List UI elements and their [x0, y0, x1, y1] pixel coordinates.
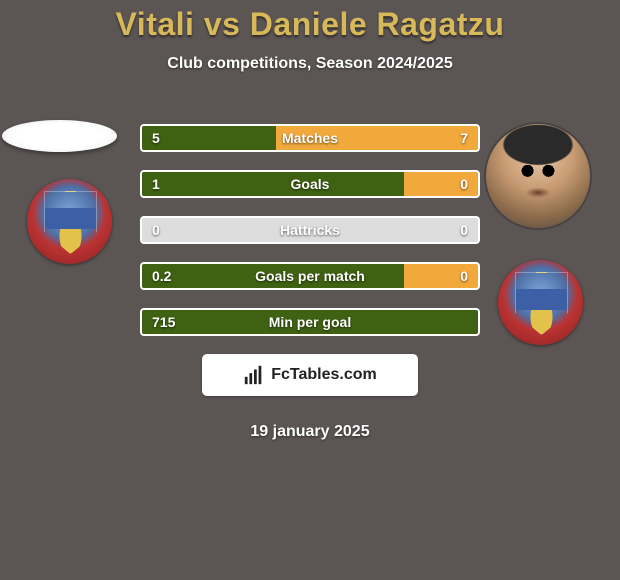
stat-bar-left [142, 310, 478, 334]
stat-value-left: 715 [152, 310, 175, 334]
player2-club-crest [498, 260, 583, 345]
stat-bar-left [142, 172, 404, 196]
watermark-text: FcTables.com [271, 366, 377, 384]
bars-chart-icon [243, 364, 265, 386]
page-title: Vitali vs Daniele Ragatzu [0, 0, 620, 43]
date-label: 19 january 2025 [0, 423, 620, 441]
stat-bar-left [142, 126, 276, 150]
stat-row: Goals10 [140, 170, 480, 198]
stat-bar-left [142, 264, 404, 288]
stat-row: Matches57 [140, 124, 480, 152]
stat-value-right: 0 [460, 218, 468, 242]
stat-value-right: 7 [460, 126, 468, 150]
stat-value-left: 0 [152, 218, 160, 242]
stat-bar-right [276, 126, 478, 150]
player2-avatar [486, 124, 590, 228]
stat-label: Hattricks [142, 218, 478, 242]
stats-container: Matches57Goals10Hattricks00Goals per mat… [140, 124, 480, 354]
player2-name: Daniele Ragatzu [250, 6, 505, 42]
stat-value-right: 0 [460, 264, 468, 288]
player1-avatar [2, 120, 117, 152]
stat-value-right: 0 [460, 172, 468, 196]
vs-label: vs [204, 6, 241, 42]
watermark-badge: FcTables.com [202, 354, 418, 396]
player1-name: Vitali [116, 6, 195, 42]
infographic-root: Vitali vs Daniele Ragatzu Club competiti… [0, 0, 620, 580]
stat-row: Min per goal715 [140, 308, 480, 336]
stat-row: Goals per match0.20 [140, 262, 480, 290]
player1-club-crest [27, 179, 112, 264]
stat-value-left: 5 [152, 126, 160, 150]
stat-row: Hattricks0 0 [140, 216, 480, 244]
subtitle: Club competitions, Season 2024/2025 [0, 55, 620, 73]
stat-value-left: 0.2 [152, 264, 171, 288]
stat-value-left: 1 [152, 172, 160, 196]
